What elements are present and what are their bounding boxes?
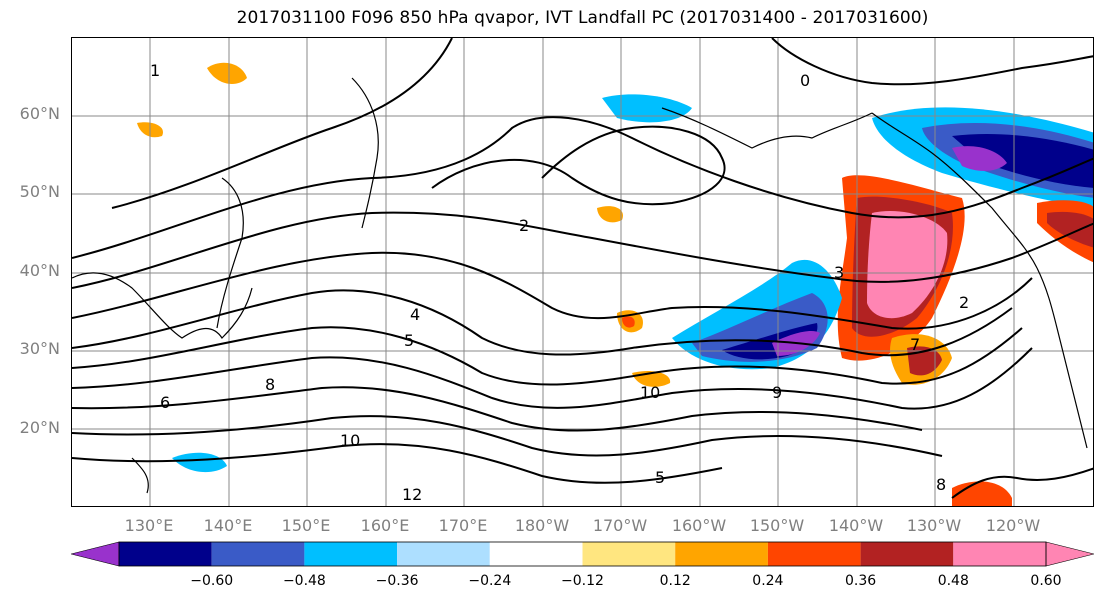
colorbar-tick-label: −0.48 <box>282 573 326 589</box>
colorbar-cell <box>675 542 768 566</box>
lon-label: 120°W <box>985 516 1041 535</box>
colorbar-tick-label: −0.12 <box>561 573 604 589</box>
lat-label: 20°N <box>19 418 60 437</box>
colorbar <box>71 541 1094 567</box>
contour-label: 6 <box>160 393 170 412</box>
contour-label: 4 <box>410 305 420 324</box>
contour-label: 7 <box>910 335 920 354</box>
contour-label: 10 <box>340 431 360 450</box>
lon-label: 130°W <box>906 516 962 535</box>
colorbar-tick-label: −0.24 <box>468 573 512 589</box>
contour-label: 1 <box>150 61 160 80</box>
lon-label: 160°W <box>671 516 727 535</box>
contour-label: 8 <box>265 375 275 394</box>
contour-label: 12 <box>402 485 422 504</box>
contour-label: 2 <box>519 216 529 235</box>
colorbar-cell <box>304 542 398 566</box>
contour-label-group: 0 2 3 4 5 6 8 10 10 9 7 5 8 1 2 12 <box>150 61 969 504</box>
colorbar-cell <box>397 542 490 566</box>
lat-label: 30°N <box>19 339 60 358</box>
contour-label: 10 <box>640 383 660 402</box>
lon-label: 160°E <box>360 516 410 535</box>
positive-anomaly-region <box>952 481 1012 506</box>
lat-label: 40°N <box>19 261 60 280</box>
colorbar-tick-label: 0.60 <box>1030 573 1062 589</box>
lon-label: 150°E <box>281 516 331 535</box>
colorbar-cell <box>119 542 212 566</box>
colorbar-cell <box>767 542 861 566</box>
lon-label: 180°W <box>514 516 570 535</box>
contour-lines <box>72 38 1093 499</box>
lat-label: 60°N <box>19 104 60 123</box>
lon-label: 130°E <box>124 516 174 535</box>
lon-label: 140°W <box>828 516 884 535</box>
colorbar-tick-label: 0.48 <box>937 573 969 589</box>
colorbar-cell <box>211 542 305 566</box>
strong-positive-region <box>867 210 948 319</box>
positive-anomaly-region <box>1047 211 1093 248</box>
graticule <box>72 38 1093 506</box>
colorbar-tick-label: −0.36 <box>375 573 419 589</box>
colorbar-right-arrow <box>1045 541 1094 567</box>
lon-label: 150°W <box>749 516 805 535</box>
lon-label: 170°E <box>438 516 488 535</box>
colorbar-tick-label: 0.24 <box>752 573 784 589</box>
colorbar-cell <box>582 542 676 566</box>
positive-anomaly-region <box>207 62 247 84</box>
colorbar-left-arrow <box>71 541 120 567</box>
map-title: 2017031100 F096 850 hPa qvapor, IVT Land… <box>236 8 929 28</box>
contour-label: 5 <box>404 331 414 350</box>
shading-layer <box>137 62 1093 506</box>
colorbar-cell <box>953 542 1046 566</box>
lat-label: 50°N <box>19 182 60 201</box>
map-svg: 0 2 3 4 5 6 8 10 10 9 7 5 8 1 2 12 <box>72 38 1093 506</box>
contour-label: 3 <box>834 263 844 282</box>
map-panel: 0 2 3 4 5 6 8 10 10 9 7 5 8 1 2 12 <box>71 37 1094 507</box>
positive-anomaly-region <box>622 316 635 328</box>
contour-label: 0 <box>800 71 810 90</box>
colorbar-tick-label: 0.36 <box>845 573 877 589</box>
colorbar-tick-label: −0.60 <box>190 573 234 589</box>
lon-label: 140°E <box>203 516 253 535</box>
negative-anomaly-region <box>172 452 227 473</box>
strong-negative-region <box>952 146 1007 171</box>
contour-label: 5 <box>655 468 665 487</box>
colorbar-tick-label: 0.12 <box>659 573 691 589</box>
negative-anomaly-region <box>602 94 692 123</box>
colorbar-cell <box>489 542 583 566</box>
lon-label: 170°W <box>592 516 648 535</box>
contour-label: 9 <box>772 383 782 402</box>
colorbar-cell <box>860 542 954 566</box>
colorbar-outline <box>118 541 1047 567</box>
contour-label: 8 <box>936 475 946 494</box>
contour-label: 2 <box>959 293 969 312</box>
positive-anomaly-region <box>597 206 623 223</box>
